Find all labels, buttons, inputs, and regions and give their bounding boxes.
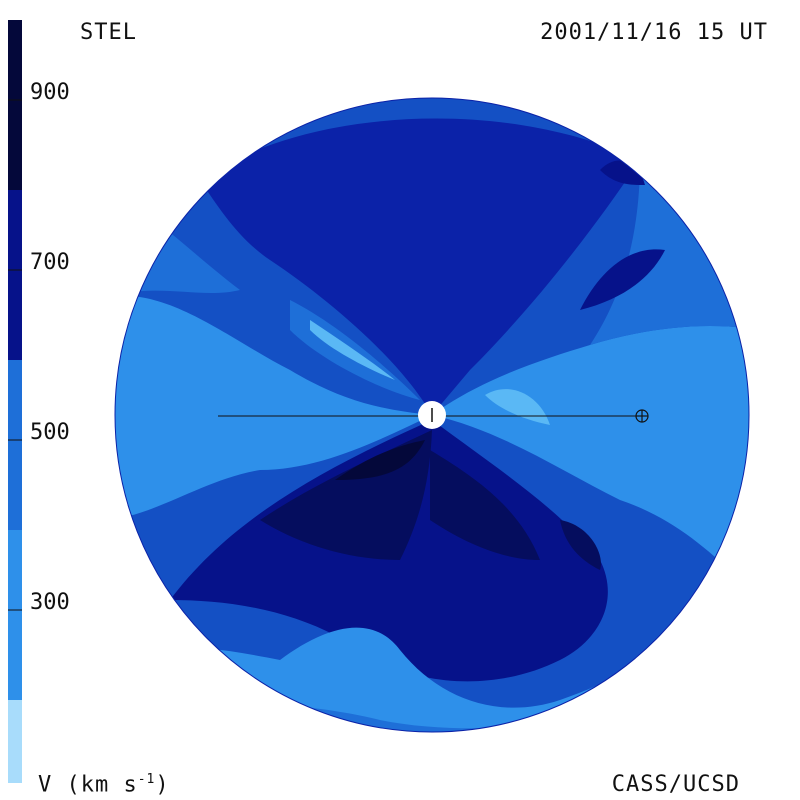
velocity-contours: [115, 98, 749, 732]
heliosphere-boundary: [114, 97, 750, 733]
timestamp: 2001/11/16 15 UT: [540, 20, 768, 45]
earth-icon: [635, 409, 649, 423]
credit-label: CASS/UCSD: [611, 772, 740, 797]
colorbar-tick-300: 300: [30, 590, 70, 615]
unit-label: V (km s-1): [38, 772, 170, 798]
source-label: STEL: [80, 20, 137, 45]
colorbar-tick-900: 900: [30, 80, 70, 105]
velocity-colorbar: [8, 20, 22, 783]
colorbar-tick-500: 500: [30, 420, 70, 445]
colorbar-tick-700: 700: [30, 250, 70, 275]
